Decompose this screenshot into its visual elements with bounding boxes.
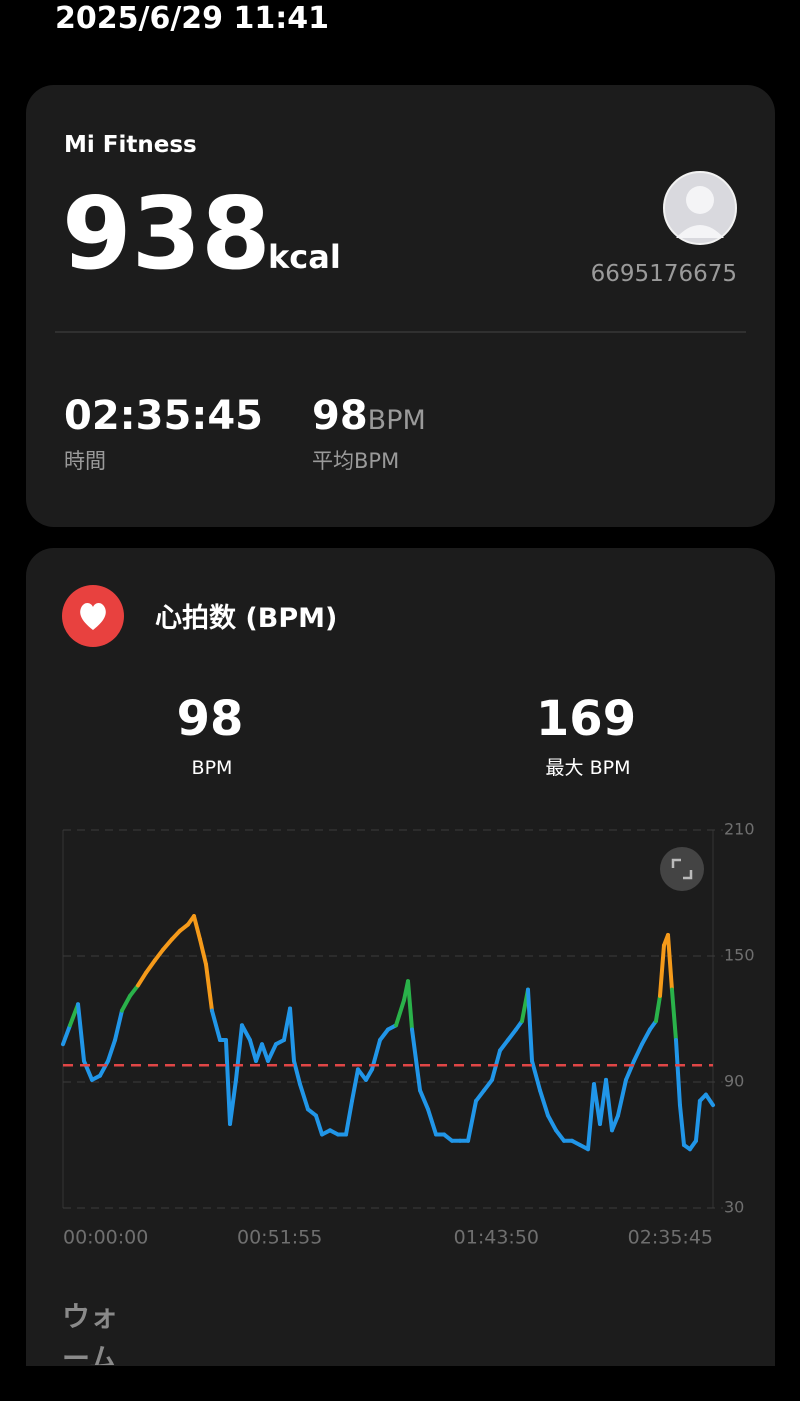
hr-line-segment (297, 1082, 310, 1112)
hr-line-segment (135, 970, 148, 988)
hr-line-segment (288, 1006, 296, 1063)
hr-line-segment (693, 1098, 702, 1143)
hr-line-segment (291, 1059, 302, 1087)
hr-line-segment (673, 1038, 682, 1108)
hr-line-segment (498, 1038, 511, 1053)
hr-line-segment (410, 1027, 423, 1093)
avg-bpm-value: 98 (312, 393, 368, 439)
hr-line-segment (197, 937, 209, 967)
heart-card (26, 548, 775, 1401)
hr-avg: 98 (177, 691, 244, 747)
hr-line-segment (639, 1027, 652, 1047)
hr-line-segment (669, 987, 678, 1042)
hr-line-segment (538, 1088, 551, 1118)
hr-line-segment (657, 943, 666, 998)
hr-line-segment (506, 1027, 519, 1042)
hr-line-segment (355, 1067, 368, 1082)
hr-line-segment (703, 1092, 715, 1108)
hr-avg-unit: BPM (192, 757, 233, 779)
plot: 30 90 150 210 00:00:00 00:51:55 01:43:50 02:35:… (61, 820, 755, 1249)
duration: 02:35:45 (64, 393, 263, 439)
app-name: Mi Fitness (64, 132, 197, 158)
status-time: 2025/6/29 11:41 (55, 1, 329, 36)
hr-line-segment (418, 1088, 431, 1112)
hr-line-segment (482, 1077, 495, 1093)
bottom-bar (0, 1366, 800, 1401)
summary-card (26, 85, 775, 527)
hr-line-segment (474, 1088, 487, 1103)
hr-line-segment (143, 958, 158, 975)
avg-bpm: 98BPM (312, 393, 426, 439)
heart-title: 心拍数 (BPM) (155, 603, 337, 634)
hr-line-segment (363, 1067, 375, 1082)
hr-line-segment (191, 914, 202, 942)
expand-button[interactable] (660, 847, 704, 891)
hr-line-segment (525, 987, 535, 1063)
hr-max-label: 最大 BPM (546, 757, 631, 779)
hr-line-segment (265, 1042, 278, 1063)
x-tick-label: 02:35:45 (628, 1227, 713, 1249)
x-tick-label: 00:51:55 (237, 1227, 322, 1249)
y-tick-label: 30 (724, 1198, 744, 1217)
next-section-title: ウォーム (62, 1300, 119, 1365)
duration-label: 時間 (64, 449, 106, 473)
hr-line-segment (405, 979, 415, 1032)
y-tick-label: 150 (724, 946, 755, 965)
hr-line-segment (677, 1103, 686, 1147)
hr-line-segment (604, 1077, 615, 1133)
y-tick-label: 210 (724, 820, 755, 839)
x-tick-label: 00:00:00 (63, 1227, 148, 1249)
hr-line-segment (653, 993, 662, 1024)
hr-line-segment (546, 1113, 559, 1133)
x-tick-label: 01:43:50 (454, 1227, 539, 1249)
avatar-body (676, 225, 724, 238)
hr-line-segment (466, 1098, 479, 1143)
hr-line-segment (615, 1077, 628, 1118)
hr-line-segment (631, 1042, 644, 1063)
hr-line-segment (350, 1067, 360, 1103)
y-tick-label: 90 (724, 1072, 744, 1091)
hr-line-segment (76, 1002, 87, 1063)
hr-line-segment (228, 1077, 238, 1126)
hr-line-segment (554, 1128, 567, 1143)
expand-bg[interactable] (660, 847, 704, 891)
hr-line-segment (259, 1042, 270, 1063)
hr-line-segment (127, 983, 140, 998)
hr-line-segment (153, 947, 166, 963)
hr-line-segment (247, 1038, 259, 1063)
hr-line-segment (161, 937, 174, 952)
hr-line-segment (378, 1027, 391, 1042)
expand-icon (671, 858, 693, 880)
hr-line-segment (98, 1059, 111, 1078)
next-section: ウォーム (26, 1280, 775, 1365)
calories: 938 (62, 175, 271, 292)
hr-line-segment (204, 962, 214, 1013)
hr-line-segment (113, 1008, 124, 1042)
avatar[interactable] (663, 171, 737, 245)
user-id: 6695176675 (591, 261, 737, 287)
hr-line-segment (313, 1113, 325, 1137)
hr-line-segment (426, 1107, 439, 1137)
avg-bpm-label: 平均BPM (312, 449, 399, 473)
heart-shape (80, 603, 106, 630)
hr-line-segment (239, 1023, 252, 1042)
avg-bpm-unit: BPM (368, 405, 426, 436)
hr-line-segment (233, 1023, 244, 1082)
hr-line-segment (223, 1038, 233, 1126)
hr-line-segment (344, 1098, 355, 1137)
hr-line-segment (106, 1038, 118, 1063)
calories-unit: kcal (268, 238, 341, 276)
hr-line-segment (530, 1059, 543, 1093)
avatar-head (686, 186, 714, 214)
hr-line-segment (61, 1023, 73, 1047)
hr-line-segment (586, 1082, 596, 1152)
hr-max: 169 (536, 691, 636, 747)
hr-line-segment (394, 998, 407, 1028)
hr-line-segment (610, 1113, 620, 1133)
hr-line-segment (119, 993, 132, 1013)
hr-line-segment (209, 1008, 222, 1042)
hr-line-segment (665, 933, 674, 992)
